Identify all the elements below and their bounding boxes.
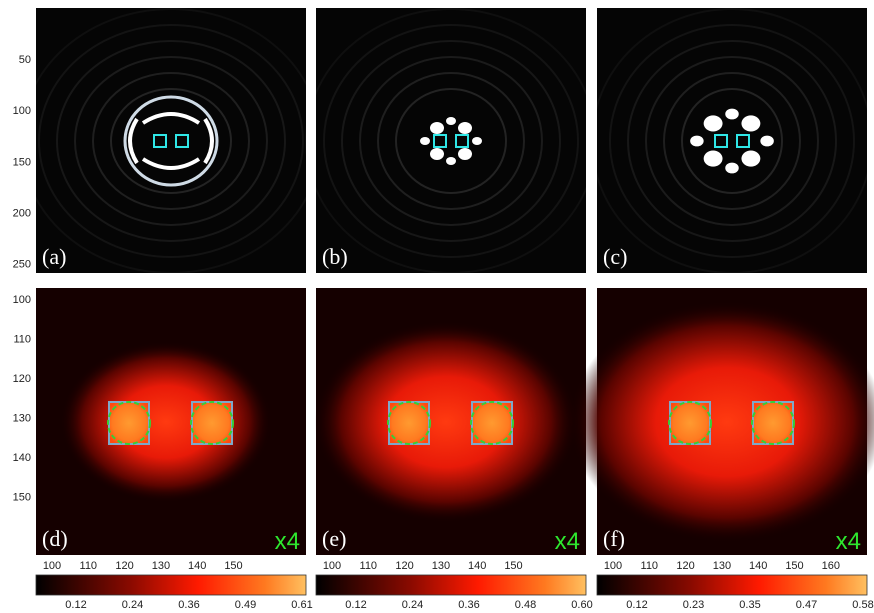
colorbar [316,575,586,595]
lobe [430,122,444,134]
colorbar-tick-label: 0.36 [178,599,199,611]
panel-background [597,8,867,273]
panel-background [316,8,586,273]
panel: (f) x4 [570,288,874,555]
y-tick-label: 110 [13,333,31,345]
panel-label: (a) [42,244,66,269]
panel-label: (c) [603,244,627,269]
colorbar-tick-label: 0.58 [852,599,873,611]
panel: (e) x4 [315,288,586,555]
x-tick-label: 130 [432,560,450,572]
x-tick-label: 150 [224,560,242,572]
magnification: x4 [555,528,580,555]
figure: 50 100 150 200 250 (a) (b) (c) 100 110 120 130 140 15… [0,0,874,613]
x-tick-label: 120 [115,560,133,572]
y-tick-label: 140 [13,452,31,464]
colorbar-tick-label: 0.60 [571,599,592,611]
lobe [472,137,482,145]
colorbar-tick-label: 0.24 [122,599,143,611]
magnification: x4 [836,528,861,555]
panel: (d) x4 [36,288,306,555]
panel-background [36,8,306,273]
x-tick-label: 140 [468,560,486,572]
magnification: x4 [275,528,300,555]
x-tick-label: 140 [749,560,767,572]
y-tick-label: 50 [19,54,31,66]
y-tick-label: 150 [13,491,31,503]
x-tick-label: 150 [504,560,522,572]
y-tick-label: 100 [13,294,31,306]
x-tick-label: 130 [713,560,731,572]
panel: (a) [21,8,321,273]
glow [61,342,271,502]
colorbar-tick-label: 0.24 [402,599,423,611]
panel: (c) [592,8,872,273]
glow [315,322,578,522]
lobe [446,157,456,165]
lobe [704,115,723,131]
x-tick-label: 130 [152,560,170,572]
colorbar-tick-label: 0.48 [515,599,536,611]
x-tick-label: 110 [80,560,98,572]
lobe [725,163,739,174]
panel-label: (d) [42,526,68,551]
panel-label: (e) [322,526,346,551]
colorbar-tick-label: 0.36 [458,599,479,611]
colorbar-tick-label: 0.47 [796,599,817,611]
lobe [725,109,739,120]
lobe [741,115,760,131]
colorbar-tick-label: 0.12 [65,599,86,611]
x-tick-label: 120 [395,560,413,572]
lobe [458,122,472,134]
x-tick-label: 120 [676,560,694,572]
panel-label: (b) [322,244,348,269]
y-tick-label: 130 [13,412,31,424]
colorbar-tick-label: 0.35 [739,599,760,611]
y-tick-label: 100 [13,105,31,117]
colorbar-tick-label: 0.12 [345,599,366,611]
x-tick-label: 110 [641,560,659,572]
y-tick-label: 200 [13,208,31,220]
lobe [430,148,444,160]
colorbar-tick-label: 0.12 [626,599,647,611]
colorbar-tick-label: 0.23 [683,599,704,611]
y-tick-label: 120 [13,373,31,385]
panel-label: (f) [603,526,625,551]
colorbar [36,575,306,595]
x-tick-label: 100 [604,560,622,572]
x-tick-label: 140 [188,560,206,572]
lobe [446,117,456,125]
lobe [704,150,723,166]
colorbar [597,575,867,595]
colorbar-tick-label: 0.49 [235,599,256,611]
colorbar-tick-label: 0.61 [291,599,312,611]
x-tick-label: 160 [822,560,840,572]
x-tick-label: 100 [323,560,341,572]
lobe [741,150,760,166]
x-tick-label: 150 [785,560,803,572]
y-tick-label: 250 [13,259,31,271]
glow [570,302,874,542]
lobe [690,136,704,147]
x-tick-label: 100 [43,560,61,572]
lobe [760,136,774,147]
x-tick-label: 110 [360,560,378,572]
lobe [420,137,430,145]
lobe [458,148,472,160]
panel: (b) [306,8,596,273]
